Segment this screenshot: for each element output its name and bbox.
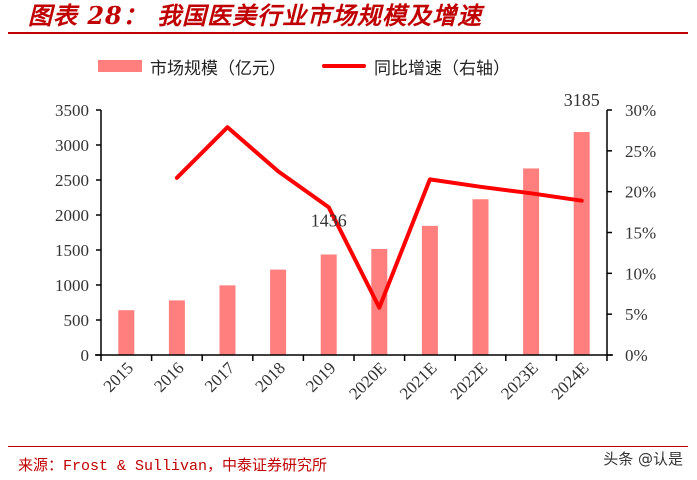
bar-2015 bbox=[118, 310, 135, 355]
bar-2016 bbox=[168, 300, 185, 355]
left-axis-tick-label: 2000 bbox=[55, 206, 89, 225]
legend-label-growth-rate: 同比增速（右轴） bbox=[374, 58, 510, 79]
watermark: 头条 @认是 bbox=[603, 450, 683, 468]
legend-label-market-size: 市场规模（亿元） bbox=[150, 58, 286, 79]
bar-data-label: 3185 bbox=[564, 90, 600, 110]
title-divider bbox=[8, 32, 688, 34]
chart-title: 图表 28： 我国医美行业市场规模及增速 bbox=[28, 1, 483, 30]
combo-chart: 0 500 1000 1500 2000 2500 3000 3500 0% 5% 10% 15% 20… bbox=[55, 90, 656, 403]
x-axis-tick-label: 2021E bbox=[396, 358, 441, 403]
legend-item-market-size: 市场规模（亿元） bbox=[98, 54, 286, 79]
left-axis-tick-label: 500 bbox=[64, 311, 90, 330]
right-axis-tick-label: 0% bbox=[625, 346, 648, 365]
left-axis-tick-label: 1500 bbox=[55, 241, 89, 260]
source-note: 来源：Frost & Sullivan，中泰证券研究所 bbox=[18, 458, 328, 475]
x-axis-tick-label: 2022E bbox=[447, 358, 492, 403]
left-axis-tick-label: 0 bbox=[81, 346, 90, 365]
x-axis-tick-label: 2017 bbox=[201, 358, 239, 396]
bar-data-label: 1436 bbox=[311, 210, 347, 230]
chart-legend: 市场规模（亿元） 同比增速（右轴） bbox=[98, 53, 546, 79]
bar-2018 bbox=[270, 269, 287, 355]
legend-item-growth-rate: 同比增速（右轴） bbox=[322, 54, 510, 79]
footer-divider bbox=[8, 446, 688, 447]
bar-swatch-icon bbox=[98, 60, 142, 72]
growth-rate-line bbox=[174, 125, 584, 310]
left-axis-tick-label: 3500 bbox=[55, 101, 89, 120]
x-axis-tick-label: 2019 bbox=[302, 358, 339, 395]
bar-2019 bbox=[320, 254, 337, 355]
bar-2023E bbox=[523, 168, 540, 355]
x-axis-tick-label: 2023E bbox=[497, 358, 542, 403]
x-axis-tick-label: 2015 bbox=[100, 358, 137, 395]
left-axis-tick-label: 2500 bbox=[55, 171, 89, 190]
bar-2020E bbox=[371, 248, 388, 355]
x-axis-tick-label: 2020E bbox=[345, 358, 390, 403]
right-axis-tick-label: 15% bbox=[625, 224, 656, 243]
x-axis-tick-label: 2016 bbox=[150, 358, 187, 395]
right-axis-tick-label: 5% bbox=[625, 305, 648, 324]
left-axis-tick-label: 3000 bbox=[55, 136, 89, 155]
x-axis-tick-label: 2018 bbox=[251, 358, 288, 395]
line-swatch-icon bbox=[322, 64, 366, 68]
right-axis-tick-label: 30% bbox=[625, 101, 656, 120]
bar-2021E bbox=[421, 225, 438, 355]
right-axis-tick-label: 25% bbox=[625, 142, 656, 161]
right-axis-tick-label: 10% bbox=[625, 264, 656, 283]
x-axis-tick-label: 2024E bbox=[548, 358, 593, 403]
bar-2022E bbox=[472, 199, 489, 355]
bar-2024E bbox=[573, 132, 590, 355]
bar-2017 bbox=[219, 285, 236, 355]
right-axis-tick-label: 20% bbox=[625, 183, 656, 202]
left-axis-tick-label: 1000 bbox=[55, 276, 89, 295]
